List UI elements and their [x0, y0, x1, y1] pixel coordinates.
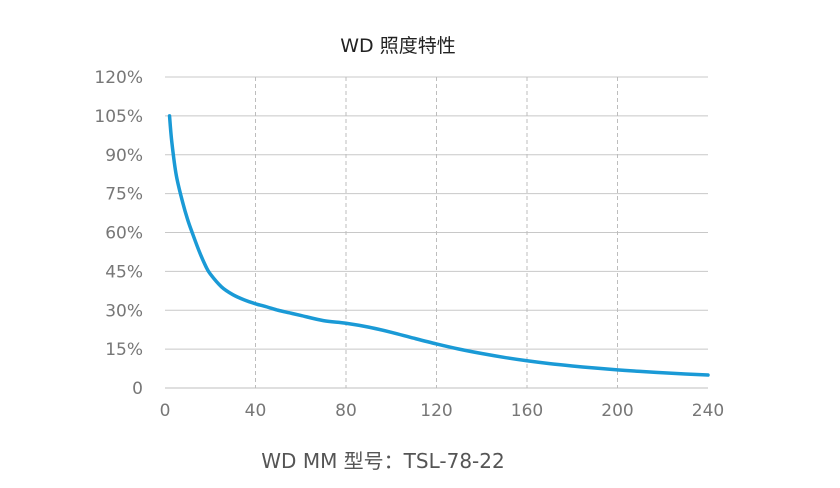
- y-tick-label: 75%: [105, 185, 143, 205]
- x-tick-label: 0: [160, 401, 171, 421]
- x-tick-label: 120: [420, 401, 452, 421]
- x-tick-label: 160: [511, 401, 543, 421]
- x-tick-label: 240: [692, 401, 724, 421]
- y-tick-label: 0: [132, 379, 143, 399]
- y-tick-label: 30%: [105, 301, 143, 321]
- y-tick-label: 120%: [94, 68, 143, 88]
- chart-title: WD 照度特性: [340, 35, 455, 57]
- series-group: [167, 114, 710, 377]
- y-axis-ticks: 0 15% 30% 45% 60% 75% 90% 105% 120%: [94, 68, 143, 399]
- x-axis-ticks: 0 40 80 120 160 200 240: [160, 401, 725, 421]
- y-tick-label: 15%: [105, 340, 143, 360]
- grid: [165, 76, 708, 389]
- x-tick-label: 40: [245, 401, 267, 421]
- y-tick-label: 60%: [105, 224, 143, 244]
- x-tick-label: 200: [601, 401, 633, 421]
- chart-caption: WD MM 型号：TSL-78-22: [261, 449, 504, 473]
- x-tick-label: 80: [335, 401, 357, 421]
- y-tick-label: 105%: [94, 107, 143, 127]
- y-tick-label: 90%: [105, 146, 143, 166]
- y-tick-label: 45%: [105, 262, 143, 282]
- series-line: [167, 114, 710, 377]
